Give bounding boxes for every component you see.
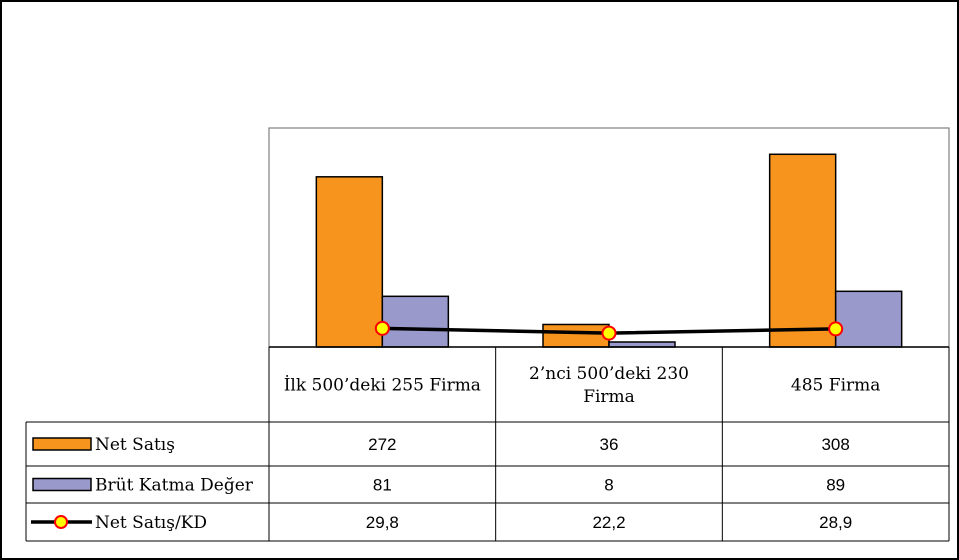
- marker-net-satis-kd-1: [601, 325, 617, 341]
- bar-net-satis-0: [315, 176, 384, 348]
- legend-label-2: Net Satış/KD: [95, 513, 207, 533]
- data-label-2-1: 22,2: [592, 513, 625, 532]
- data-label-2-2: 28,9: [819, 513, 852, 532]
- marker-net-satis-kd-0: [374, 320, 390, 336]
- legend-key-1: [32, 477, 92, 492]
- bar-brut-katma-deger-2: [834, 290, 903, 348]
- data-label-1-2: 89: [826, 476, 845, 495]
- data-label-0-0: 272: [368, 435, 396, 454]
- data-label-1-0: 81: [373, 476, 392, 495]
- data-label-1-1: 8: [604, 476, 613, 495]
- data-label-0-1: 36: [600, 435, 619, 454]
- data-label-2-0: 29,8: [366, 513, 399, 532]
- marker-net-satis-kd-2: [828, 321, 844, 337]
- bar-brut-katma-deger-1: [608, 341, 676, 348]
- bar-net-satis-2: [768, 153, 837, 348]
- data-label-0-2: 308: [821, 435, 849, 454]
- legend-label-0: Net Satış: [95, 435, 175, 455]
- category-label-1: 2’nci 500’deki 230: [529, 364, 689, 384]
- bar-brut-katma-deger-0: [381, 295, 450, 348]
- legend-key-marker-2: [54, 515, 68, 529]
- category-label-1: Firma: [583, 387, 635, 407]
- category-label-0: İlk 500’deki 255 Firma: [284, 375, 481, 396]
- legend-key-0: [32, 437, 92, 451]
- legend-label-1: Brüt Katma Değer: [95, 476, 254, 496]
- bar-net-satis-1: [542, 323, 610, 348]
- category-label-2: 485 Firma: [791, 376, 880, 396]
